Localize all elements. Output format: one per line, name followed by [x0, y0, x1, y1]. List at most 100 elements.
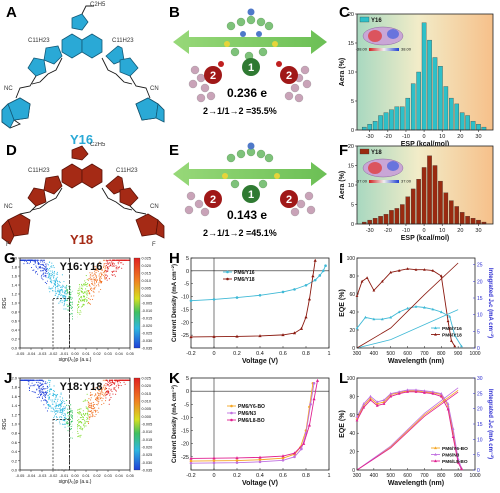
rdg-point: [94, 265, 96, 267]
rdg-point: [41, 274, 43, 276]
rdg-point: [122, 379, 124, 381]
rdg-point: [52, 277, 55, 279]
rdg-point: [95, 275, 97, 277]
histogram-bar: [405, 97, 411, 131]
rdg-point: [108, 259, 110, 261]
rdg-point: [86, 299, 88, 301]
rdg-point: [50, 406, 52, 408]
rdg-point: [49, 270, 51, 272]
rdg-point: [123, 259, 125, 261]
y-tick-label: 40: [349, 431, 355, 437]
rdg-point: [47, 382, 49, 384]
rdg-point: [91, 412, 93, 415]
rdg-point: [78, 409, 80, 411]
rdg-point: [79, 427, 81, 430]
rdg-point: [21, 259, 23, 261]
rdg-point: [49, 382, 51, 384]
rdg-point: [81, 305, 83, 307]
rdg-point: [100, 277, 102, 279]
rdg-point: [80, 290, 82, 293]
eqe-series-point: [360, 279, 364, 283]
rdg-point: [78, 435, 80, 437]
rdg-point: [117, 381, 119, 383]
eqe-series-point: [439, 394, 443, 398]
series-point: [235, 459, 239, 462]
rdg-point: [41, 379, 43, 381]
rdg-point: [52, 290, 54, 292]
rdg-point: [123, 381, 125, 383]
eqe-series-point: [375, 402, 379, 405]
y-axis-label: Aera (%): [339, 171, 346, 199]
panel-label: I: [339, 250, 344, 267]
jv-curve-reference: -0.2 0 0.2 0.4 0.6 0.8 1 -25 -20 -15 -10 -5 0 5 Voltag…: [171, 376, 331, 487]
rdg-point: [50, 388, 52, 390]
y-tick-label: 0: [351, 222, 354, 228]
eqe-series-point: [389, 392, 393, 395]
rdg-point: [98, 397, 100, 399]
histogram-bar: [481, 126, 487, 131]
rdg-point: [88, 297, 90, 299]
series-point: [235, 334, 239, 338]
panel-label: G: [4, 250, 16, 267]
rdg-point: [83, 424, 85, 426]
rdg-point: [128, 379, 130, 381]
series-point: [258, 455, 262, 459]
x-tick-label: 20: [457, 228, 463, 234]
rdg-point: [28, 386, 30, 388]
rdg-point: [101, 275, 103, 277]
rdg-point: [88, 406, 90, 408]
rdg-point: [91, 278, 93, 280]
rdg-point: [120, 384, 122, 387]
panel-label: E: [169, 142, 180, 159]
rdg-point: [41, 267, 43, 269]
colorbar: [133, 257, 141, 349]
rdg-point: [86, 278, 88, 280]
rdg-point: [96, 269, 98, 271]
rdg-point: [65, 286, 67, 288]
rdg-point: [88, 292, 90, 294]
fluorine-right-label: F: [152, 242, 156, 248]
y-tick-label: 5: [351, 203, 354, 209]
rdg-point: [101, 269, 103, 271]
rdg-point: [95, 399, 97, 401]
rdg-point: [40, 385, 42, 387]
rdg-point: [97, 268, 99, 270]
site-2-right-label: 2: [286, 70, 292, 82]
rdg-point: [52, 394, 54, 396]
rdg-point: [99, 276, 101, 278]
rdg-point: [62, 296, 64, 298]
rdg-point: [78, 419, 80, 421]
y-tick-label: 5: [186, 256, 189, 262]
rdg-point: [61, 411, 63, 413]
rdg-point: [56, 400, 59, 402]
eqe-series-point: [365, 276, 369, 279]
rdg-point: [108, 399, 110, 401]
rdg-point: [59, 399, 61, 401]
integrated-jsc-line: [356, 309, 459, 349]
rdg-point: [97, 404, 99, 406]
y-tick-label: 15: [348, 164, 354, 170]
rdg-point: [88, 302, 90, 304]
transfer-ratio: 2→1/1→2 =35.5%: [203, 106, 277, 116]
substituent-cn-label: CN: [150, 204, 159, 210]
rdg-point: [76, 311, 79, 313]
rdg-point: [86, 407, 88, 409]
rdg-point: [60, 393, 62, 395]
rdg-point: [38, 263, 41, 265]
series-point: [189, 459, 193, 463]
rdg-point: [82, 418, 84, 420]
rdg-point: [70, 428, 72, 430]
rdg-point: [95, 285, 97, 287]
eqe-series-point: [364, 315, 367, 319]
rdg-point: [45, 276, 47, 278]
rdg-point: [66, 289, 69, 291]
rdg-point: [127, 259, 129, 261]
rdg-point: [71, 318, 74, 320]
rdg-point: [100, 393, 102, 395]
rdg-point: [87, 303, 89, 305]
colorbar-tick-label: -0.010: [142, 430, 153, 434]
rdg-point: [41, 259, 43, 261]
rdg-point: [78, 295, 80, 297]
rdg-point: [49, 380, 51, 382]
rdg-point: [80, 296, 82, 298]
